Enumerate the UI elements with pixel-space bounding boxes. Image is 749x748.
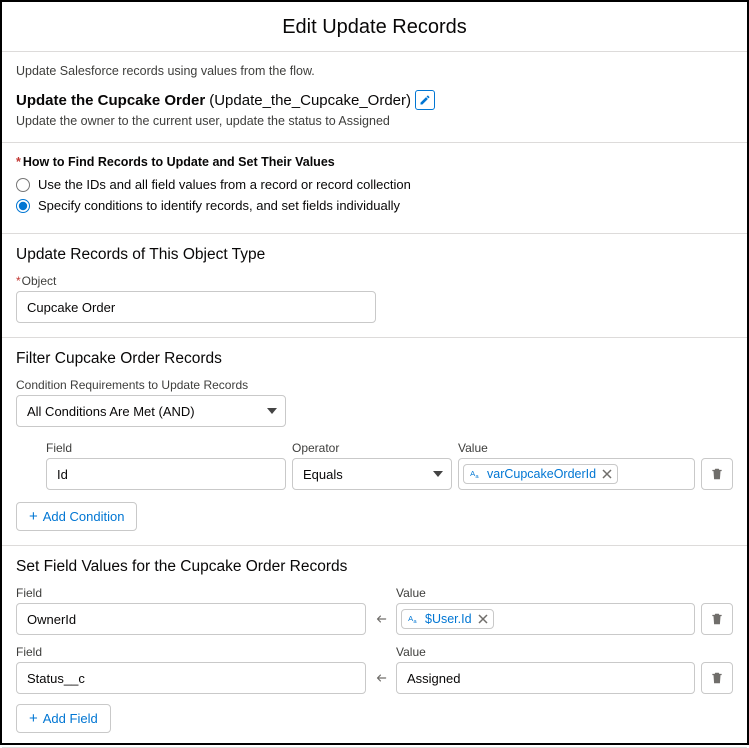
set-field-input-2[interactable] <box>16 662 366 694</box>
add-condition-button[interactable]: + Add Condition <box>16 502 137 531</box>
set-values-heading: Set Field Values for the Cupcake Order R… <box>16 558 733 576</box>
set-field-label-1: Field <box>16 586 366 600</box>
set-value-label-2: Value <box>396 645 695 659</box>
intro-text: Update Salesforce records using values f… <box>16 64 733 78</box>
radio-specify-conditions-label: Specify conditions to identify records, … <box>38 198 400 213</box>
text-variable-icon: Aa <box>407 612 421 626</box>
condition-value-pill: Aa varCupcakeOrderId <box>463 464 618 484</box>
set-field-label-2: Field <box>16 645 366 659</box>
radio-use-ids-label: Use the IDs and all field values from a … <box>38 177 411 192</box>
add-field-button[interactable]: + Add Field <box>16 704 111 733</box>
text-variable-icon: Aa <box>469 467 483 481</box>
add-condition-label: Add Condition <box>43 509 125 524</box>
element-summary-section: Update Salesforce records using values f… <box>2 52 747 143</box>
condition-field-input[interactable] <box>46 458 286 490</box>
modal-title: Edit Update Records <box>2 2 747 52</box>
find-option-specify-conditions[interactable]: Specify conditions to identify records, … <box>16 198 733 213</box>
object-label: Object <box>16 274 733 288</box>
delete-condition-button[interactable] <box>701 458 733 490</box>
object-section-heading: Update Records of This Object Type <box>16 246 733 264</box>
radio-use-ids[interactable] <box>16 178 30 192</box>
condition-requirements-label: Condition Requirements to Update Records <box>16 378 733 392</box>
set-values-section: Set Field Values for the Cupcake Order R… <box>2 546 747 748</box>
set-value-input-2[interactable] <box>396 662 695 694</box>
set-value-row-2: Field Value <box>16 645 733 694</box>
plus-icon: + <box>29 711 38 726</box>
set-value-pill-1: Aa $User.Id <box>401 609 494 629</box>
set-value-row-1: Field Value Aa $User.Id <box>16 586 733 635</box>
filter-section: Filter Cupcake Order Records Condition R… <box>2 338 747 546</box>
filter-section-heading: Filter Cupcake Order Records <box>16 350 733 368</box>
trash-icon <box>710 612 724 626</box>
condition-requirements-select[interactable] <box>16 395 286 427</box>
object-section: Update Records of This Object Type Objec… <box>2 234 747 338</box>
set-value-pill-1-label: $User.Id <box>425 612 472 626</box>
svg-text:a: a <box>413 619 417 625</box>
pencil-icon <box>419 94 431 106</box>
remove-pill-button[interactable] <box>478 614 488 624</box>
element-name-row: Update the Cupcake Order (Update_the_Cup… <box>16 90 733 110</box>
assign-arrow-icon <box>372 662 390 694</box>
add-field-label: Add Field <box>43 711 98 726</box>
element-description: Update the owner to the current user, up… <box>16 114 733 128</box>
condition-operator-label: Operator <box>292 441 452 455</box>
condition-operator-select[interactable] <box>292 458 452 490</box>
condition-row: Field Operator Value Aa varCupcakeOrderI… <box>46 441 733 490</box>
trash-icon <box>710 671 724 685</box>
object-input[interactable] <box>16 291 376 323</box>
delete-set-row-2-button[interactable] <box>701 662 733 694</box>
find-records-legend: How to Find Records to Update and Set Th… <box>16 155 733 169</box>
svg-text:a: a <box>475 474 479 480</box>
set-field-input-1[interactable] <box>16 603 366 635</box>
remove-pill-button[interactable] <box>602 469 612 479</box>
condition-value-input[interactable]: Aa varCupcakeOrderId <box>458 458 695 490</box>
delete-set-row-1-button[interactable] <box>701 603 733 635</box>
trash-icon <box>710 467 724 481</box>
set-value-label-1: Value <box>396 586 695 600</box>
condition-value-label: Value <box>458 441 695 455</box>
assign-arrow-icon <box>372 603 390 635</box>
find-records-section: How to Find Records to Update and Set Th… <box>2 143 747 234</box>
element-api-name: (Update_the_Cupcake_Order) <box>209 92 411 109</box>
element-label: Update the Cupcake Order <box>16 92 205 109</box>
condition-field-label: Field <box>46 441 286 455</box>
plus-icon: + <box>29 509 38 524</box>
set-value-input-1[interactable]: Aa $User.Id <box>396 603 695 635</box>
radio-specify-conditions[interactable] <box>16 199 30 213</box>
condition-value-pill-label: varCupcakeOrderId <box>487 467 596 481</box>
edit-name-button[interactable] <box>415 90 435 110</box>
find-option-record-collection[interactable]: Use the IDs and all field values from a … <box>16 177 733 192</box>
